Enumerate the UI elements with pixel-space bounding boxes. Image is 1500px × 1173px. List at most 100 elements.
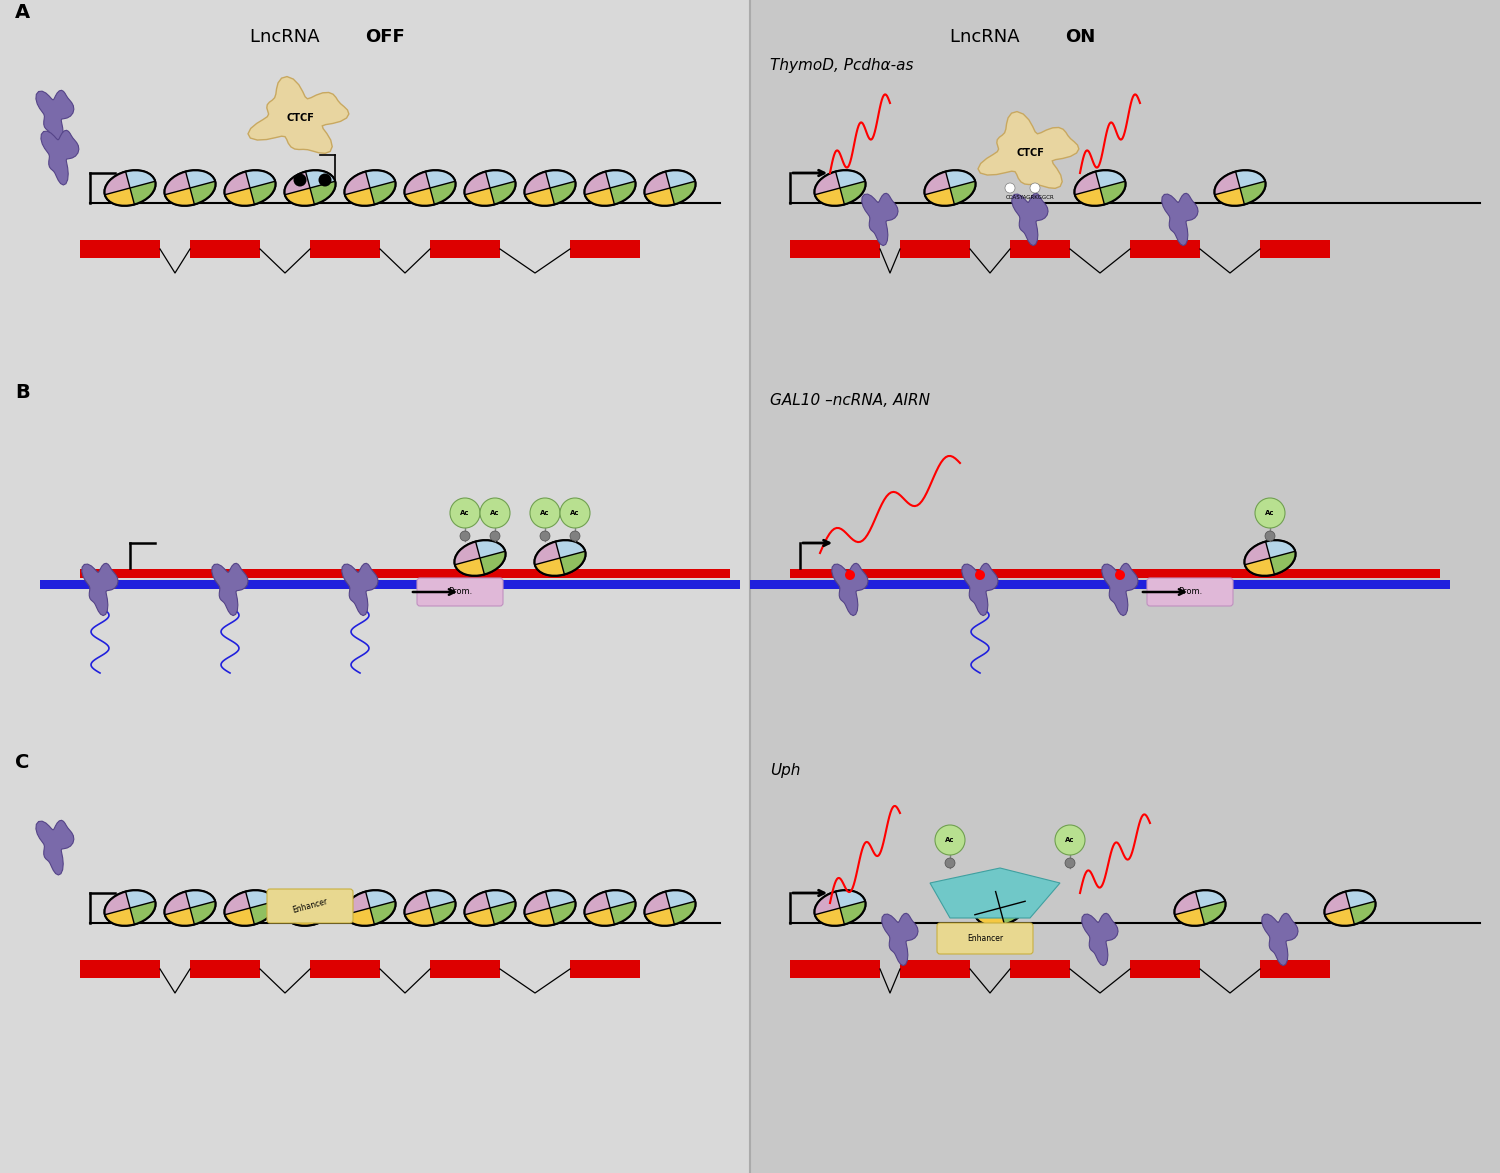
Wedge shape	[1200, 897, 1239, 945]
Circle shape	[945, 857, 956, 868]
Wedge shape	[801, 150, 840, 198]
Wedge shape	[1340, 869, 1388, 908]
Wedge shape	[1062, 188, 1110, 228]
Wedge shape	[92, 870, 130, 918]
Text: C: C	[15, 753, 30, 772]
Polygon shape	[342, 563, 378, 616]
Ellipse shape	[585, 890, 636, 925]
Wedge shape	[442, 558, 491, 597]
Wedge shape	[420, 869, 468, 908]
Text: LncRNA: LncRNA	[251, 28, 326, 46]
Circle shape	[490, 531, 500, 541]
Text: Enhancer: Enhancer	[968, 934, 1004, 943]
Text: ON: ON	[1065, 28, 1095, 46]
Circle shape	[460, 531, 470, 541]
Wedge shape	[1240, 178, 1280, 225]
Ellipse shape	[815, 170, 866, 205]
Wedge shape	[830, 149, 878, 188]
Wedge shape	[310, 178, 350, 225]
Bar	[750, 0, 1500, 1173]
Text: Enhancer: Enhancer	[291, 897, 328, 915]
Bar	[790, 240, 880, 258]
Bar	[430, 240, 500, 258]
Ellipse shape	[225, 890, 276, 925]
Circle shape	[480, 499, 510, 528]
Wedge shape	[470, 518, 518, 558]
Wedge shape	[1090, 149, 1137, 188]
Wedge shape	[1312, 908, 1360, 947]
Wedge shape	[332, 150, 370, 198]
Wedge shape	[420, 149, 468, 188]
Wedge shape	[393, 188, 439, 228]
Text: CTCF: CTCF	[1016, 148, 1044, 158]
Polygon shape	[81, 563, 118, 616]
Polygon shape	[1011, 194, 1048, 245]
Ellipse shape	[225, 170, 276, 205]
Wedge shape	[272, 150, 310, 198]
Bar	[570, 240, 640, 258]
Wedge shape	[452, 150, 491, 198]
Circle shape	[1054, 825, 1084, 855]
Ellipse shape	[1174, 890, 1225, 925]
Text: B: B	[15, 384, 30, 402]
Wedge shape	[1060, 150, 1100, 198]
Polygon shape	[861, 194, 898, 245]
Wedge shape	[550, 178, 590, 225]
Bar	[1130, 240, 1200, 258]
Ellipse shape	[815, 890, 866, 925]
Wedge shape	[1232, 521, 1270, 568]
Wedge shape	[990, 869, 1038, 908]
Wedge shape	[540, 149, 588, 188]
Wedge shape	[370, 178, 410, 225]
Wedge shape	[633, 908, 680, 947]
Circle shape	[1256, 499, 1286, 528]
Wedge shape	[180, 869, 228, 908]
Wedge shape	[1270, 548, 1310, 596]
Bar	[750, 579, 1450, 589]
Wedge shape	[130, 178, 170, 225]
Wedge shape	[152, 150, 190, 198]
Bar	[40, 579, 740, 589]
Wedge shape	[93, 188, 140, 228]
Wedge shape	[190, 897, 230, 945]
Polygon shape	[1262, 914, 1298, 965]
Circle shape	[540, 531, 550, 541]
Bar	[1130, 960, 1200, 978]
Circle shape	[318, 174, 332, 187]
Wedge shape	[430, 178, 470, 225]
Circle shape	[1005, 183, 1016, 194]
FancyBboxPatch shape	[267, 889, 352, 923]
Wedge shape	[550, 518, 597, 558]
Polygon shape	[1082, 914, 1118, 965]
Wedge shape	[300, 149, 348, 188]
Ellipse shape	[924, 170, 975, 205]
Wedge shape	[632, 150, 670, 198]
Bar	[570, 960, 640, 978]
Wedge shape	[600, 869, 648, 908]
Wedge shape	[550, 897, 590, 945]
Ellipse shape	[345, 890, 396, 925]
Wedge shape	[520, 521, 560, 568]
Text: Ac: Ac	[570, 510, 579, 516]
Wedge shape	[430, 897, 470, 945]
Wedge shape	[120, 869, 168, 908]
Bar	[80, 240, 160, 258]
Wedge shape	[1202, 150, 1240, 198]
Text: Ac: Ac	[945, 838, 954, 843]
Wedge shape	[310, 897, 350, 945]
Text: Ac: Ac	[540, 510, 549, 516]
Bar	[190, 960, 260, 978]
Wedge shape	[633, 188, 680, 228]
Circle shape	[1065, 857, 1076, 868]
Wedge shape	[512, 870, 550, 918]
Wedge shape	[940, 149, 987, 188]
Bar	[1260, 960, 1330, 978]
Polygon shape	[1161, 194, 1198, 245]
Wedge shape	[333, 188, 380, 228]
Wedge shape	[480, 548, 519, 596]
Wedge shape	[360, 149, 408, 188]
Ellipse shape	[585, 170, 636, 205]
Wedge shape	[802, 908, 850, 947]
Wedge shape	[213, 908, 260, 947]
Polygon shape	[1101, 563, 1138, 616]
